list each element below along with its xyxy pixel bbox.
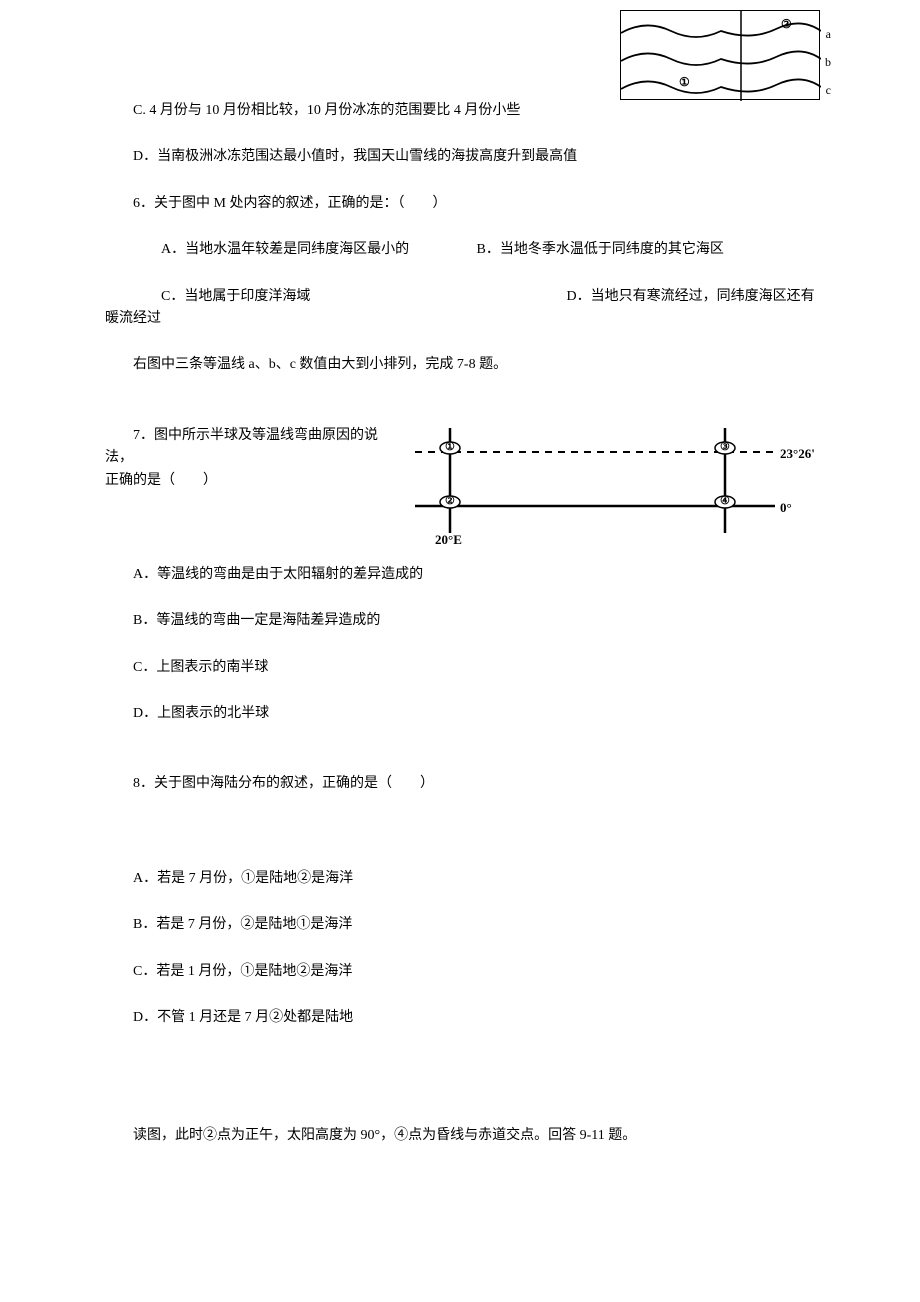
fig2-lat: 23°26' xyxy=(780,444,815,465)
fig2-eq: 0° xyxy=(780,498,792,519)
q5-option-d: D．当南极洲冰冻范围达最小值时，我国天山雪线的海拔高度升到最高值 xyxy=(105,146,815,168)
q7-option-d: D．上图表示的北半球 xyxy=(105,703,815,725)
q6-option-d-cont: 暖流经过 xyxy=(105,308,815,330)
q6-option-a: A．当地水温年较差是同纬度海区最小的 xyxy=(133,239,473,261)
q8-option-d: D．不管 1 月还是 7 月②处都是陆地 xyxy=(105,1007,815,1029)
q7-stem-1: 7．图中所示半球及等温线弯曲原因的说法， xyxy=(105,428,378,465)
q8-stem: 8．关于图中海陆分布的叙述，正确的是（ ） xyxy=(105,773,815,795)
fig1-label-2: ② xyxy=(781,15,792,34)
q5-option-c: C. 4 月份与 10 月份相比较，10 月份冰冻的范围要比 4 月份小些 xyxy=(105,100,815,122)
fig2-m3: ③ xyxy=(720,439,730,457)
fig1-c: c xyxy=(826,81,831,100)
fig2-m1: ① xyxy=(445,439,455,457)
intro-7-8: 右图中三条等温线 a、b、c 数值由大到小排列，完成 7-8 题。 xyxy=(105,354,815,376)
q6-option-c: C．当地属于印度洋海域 xyxy=(133,286,563,308)
fig1-label-1: ① xyxy=(679,73,690,92)
q6-stem: 6．关于图中 M 处内容的叙述，正确的是：（ ） xyxy=(105,193,815,215)
intro-9-11: 读图，此时②点为正午，太阳高度为 90°，④点为昏线与赤道交点。回答 9-11 … xyxy=(105,1125,815,1147)
fig1-b: b xyxy=(825,53,831,72)
q8-option-b: B．若是 7 月份，②是陆地①是海洋 xyxy=(105,914,815,936)
lat-lon-grid-figure: ① ② ③ ④ 23°26' 0° 20°E xyxy=(415,428,820,548)
q8-option-c: C．若是 1 月份，①是陆地②是海洋 xyxy=(105,961,815,983)
q7-option-c: C．上图表示的南半球 xyxy=(105,657,815,679)
fig2-m4: ④ xyxy=(720,493,730,511)
fig2-m2: ② xyxy=(445,493,455,511)
fig2-lon: 20°E xyxy=(435,530,462,551)
q7-stem-2: 正确的是（ ） xyxy=(105,473,217,488)
q8-option-a: A．若是 7 月份，①是陆地②是海洋 xyxy=(105,868,815,890)
q7-option-a: A．等温线的弯曲是由于太阳辐射的差异造成的 xyxy=(105,564,815,586)
fig1-a: a xyxy=(826,25,831,44)
q7-option-b: B．等温线的弯曲一定是海陆差异造成的 xyxy=(105,610,815,632)
q6-option-b: B．当地冬季水温低于同纬度的其它海区 xyxy=(477,242,724,257)
isotherm-box-figure: ① ② a b c xyxy=(620,10,820,100)
q6-option-d: D．当地只有寒流经过，同纬度海区还有 xyxy=(567,289,815,304)
